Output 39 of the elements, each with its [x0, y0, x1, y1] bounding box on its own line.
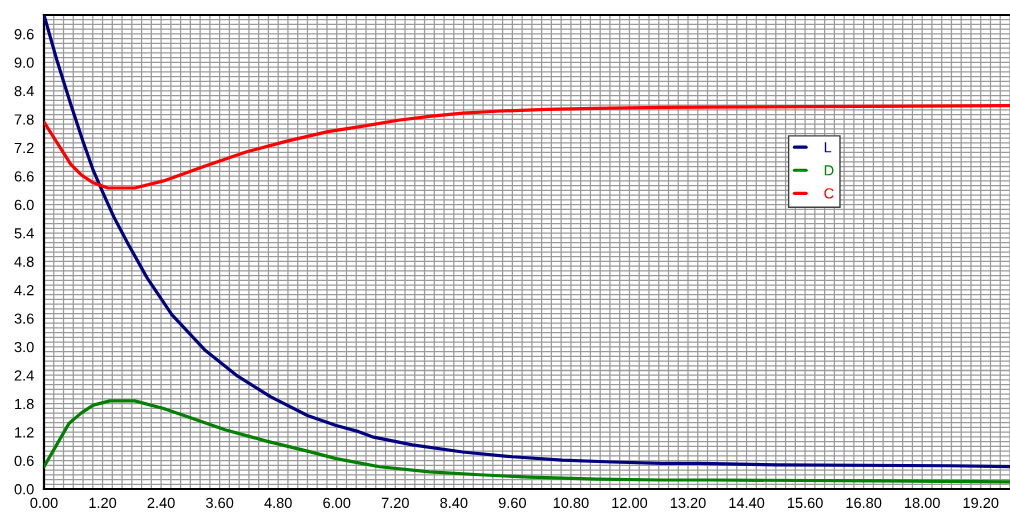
- x-tick-label: 8.40: [440, 497, 468, 509]
- x-tick-label: 2.40: [147, 497, 175, 509]
- x-tick-label: 19.20: [963, 497, 999, 509]
- y-tick-label: 6.0: [14, 199, 34, 211]
- x-tick-label: 10.80: [553, 497, 589, 509]
- x-tick-label: 9.60: [498, 497, 526, 509]
- y-tick-label: 6.6: [14, 171, 34, 182]
- line-series: [44, 399, 1010, 484]
- y-tick-label: 9.0: [14, 57, 34, 68]
- legend-label: L: [824, 142, 832, 153]
- y-tick-label: 7.2: [14, 142, 34, 153]
- y-tick-label: 3.6: [14, 313, 34, 324]
- y-tick-label: 0.6: [14, 455, 34, 466]
- y-tick-label: 8.4: [14, 85, 34, 97]
- y-tick-label: 1.8: [15, 398, 34, 410]
- y-tick-label: 3.0: [14, 341, 34, 353]
- y-tick-label: 4.8: [14, 256, 34, 267]
- y-tick-label: 5.4: [14, 228, 34, 239]
- y-tick-label: 7.8: [14, 114, 34, 125]
- x-tick-label: 4.80: [264, 497, 292, 509]
- x-tick-label: 12.00: [612, 497, 648, 509]
- x-tick-label: 15.60: [787, 497, 823, 509]
- x-tick-label: 0.00: [30, 497, 58, 509]
- legend-label: C: [824, 188, 834, 199]
- line-series: [44, 103, 1010, 190]
- legend-label: D: [824, 165, 834, 176]
- x-tick-label: 7.20: [381, 497, 409, 509]
- y-tick-label: 1.2: [15, 427, 34, 438]
- x-tick-label: 16.80: [846, 497, 882, 509]
- y-tick-label: 4.2: [14, 285, 34, 296]
- x-tick-label: 1.20: [89, 497, 117, 509]
- x-tick-label: 3.60: [206, 497, 234, 509]
- x-tick-label: 14.40: [729, 497, 765, 509]
- x-tick-label: 13.20: [670, 497, 706, 509]
- y-tick-label: 0.0: [14, 484, 34, 495]
- x-tick-label: 18.00: [905, 497, 940, 509]
- y-tick-label: 2.4: [14, 370, 34, 381]
- y-tick-label: 9.6: [14, 29, 34, 40]
- x-tick-label: 6.00: [323, 497, 351, 509]
